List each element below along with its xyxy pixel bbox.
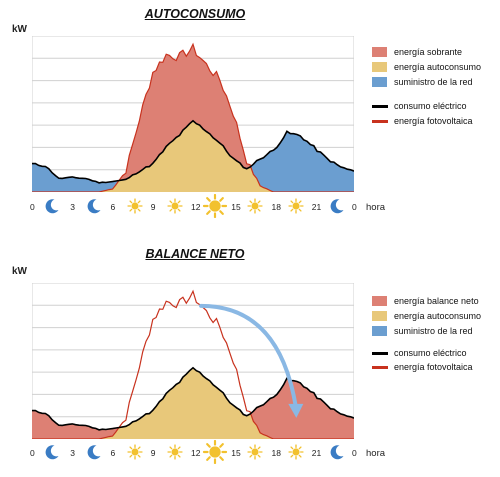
balance-neto-chart	[32, 283, 354, 439]
sun-icon	[167, 198, 183, 214]
legend-label: energía sobrante	[394, 47, 463, 57]
self-consumption-area	[32, 367, 354, 439]
legend-swatch-balance	[372, 296, 387, 306]
x-tick-label: 21	[311, 202, 322, 212]
x-tick-label: 3	[70, 448, 75, 458]
legend-swatch-grid	[372, 326, 387, 336]
x-axis: 0 3 6 9 12 15 18 21 0 hora	[0, 193, 500, 219]
sun-icon	[247, 444, 263, 460]
sun-icon	[127, 198, 143, 214]
autoconsumo-panel: AUTOCONSUMO kW energía sobrante energía …	[0, 0, 500, 225]
moon-icon	[85, 197, 103, 215]
legend-label: energía autoconsumo	[394, 311, 482, 321]
x-tick-label: 21	[311, 448, 322, 458]
x-tick-label: 18	[271, 448, 281, 458]
x-tick-label: 9	[150, 202, 156, 212]
moon-icon	[328, 443, 346, 461]
self-consumption-area	[32, 120, 354, 192]
x-tick-label: 6	[110, 202, 116, 212]
sun-icon	[288, 444, 304, 460]
moon-icon	[328, 197, 346, 215]
legend-label: suministro de la red	[394, 326, 473, 336]
surplus-area	[32, 44, 354, 192]
pv-line	[32, 42, 354, 192]
x-axis-title: hora	[366, 448, 386, 459]
moon-icon	[43, 197, 61, 215]
balance-neto-panel: BALANCE NETO kW energía balance neto ene…	[0, 240, 500, 477]
x-tick-label: 12	[191, 202, 201, 212]
x-axis: 0 3 6 9 12 15 18 21 0 hora	[0, 439, 500, 465]
y-axis-unit: kW	[12, 24, 27, 35]
x-tick-label: 0	[352, 202, 357, 212]
x-tick-label: 18	[271, 202, 281, 212]
legend-line-consumption	[372, 105, 388, 108]
legend-label: consumo eléctrico	[394, 348, 467, 358]
transfer-arrow	[199, 303, 299, 412]
legend-label: energía fotovoltaica	[394, 362, 473, 372]
x-tick-label: 0	[352, 448, 357, 458]
x-tick-label: 12	[191, 448, 201, 458]
sun-icon	[127, 444, 143, 460]
x-tick-label: 15	[231, 202, 241, 212]
moon-icon	[43, 443, 61, 461]
legend-line-pv	[372, 366, 388, 369]
legend-line-pv	[372, 120, 388, 123]
pv-line	[32, 289, 354, 439]
legend-label: energía autoconsumo	[394, 62, 482, 72]
chart-title: BALANCE NETO	[145, 247, 245, 261]
x-tick-label: 9	[150, 448, 156, 458]
sun-icon	[202, 193, 228, 219]
legend-line-consumption	[372, 352, 388, 355]
autoconsumo-chart	[32, 36, 354, 192]
x-tick-label: 0	[30, 202, 35, 212]
x-tick-label: 0	[30, 448, 35, 458]
legend-swatch-grid	[372, 77, 387, 87]
legend-swatch-self	[372, 62, 387, 72]
legend-label: consumo eléctrico	[394, 101, 467, 111]
consumption-line	[32, 119, 354, 184]
consumption-line	[32, 366, 354, 431]
moon-icon	[85, 443, 103, 461]
x-tick-label: 15	[231, 448, 241, 458]
sun-icon	[247, 198, 263, 214]
sun-icon	[167, 444, 183, 460]
x-tick-label: 3	[70, 202, 75, 212]
chart-title: AUTOCONSUMO	[144, 7, 246, 21]
x-axis-title: hora	[366, 202, 386, 213]
y-axis-unit: kW	[12, 266, 27, 277]
sun-icon	[202, 439, 228, 465]
legend-swatch-self	[372, 311, 387, 321]
sun-icon	[288, 198, 304, 214]
legend-label: energía fotovoltaica	[394, 116, 473, 126]
legend-label: suministro de la red	[394, 77, 473, 87]
transfer-arrow-head	[288, 403, 304, 418]
legend-label: energía balance neto	[394, 296, 479, 306]
x-tick-label: 6	[110, 448, 116, 458]
legend-swatch-surplus	[372, 47, 387, 57]
